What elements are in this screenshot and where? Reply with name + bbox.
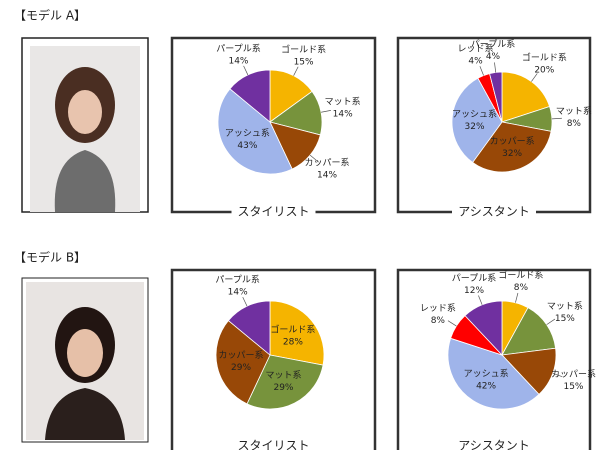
slice-value-label: 4% [486, 52, 501, 62]
slice-value-label: 29% [273, 383, 293, 393]
slice-value-label: 29% [231, 363, 251, 373]
slice-value-label: 12% [464, 286, 484, 296]
chart-title: アシスタント [458, 205, 530, 219]
leader-line [293, 66, 299, 76]
slice-value-label: 15% [563, 382, 583, 392]
pie-slice [217, 88, 293, 175]
pie-slice [451, 77, 503, 164]
slice-value-label: 15% [555, 314, 575, 324]
leader-line [494, 62, 497, 73]
slice-category: アッシュ系 [452, 109, 497, 120]
slice-category: ゴールド系 [270, 324, 315, 336]
slice-category: マット系 [556, 106, 592, 117]
pie-slice [215, 320, 271, 405]
pie-slice [501, 71, 551, 123]
pie-slice [472, 121, 552, 173]
slice-category: カッパー系 [305, 158, 350, 169]
title-background [231, 204, 316, 220]
pie-slice [269, 300, 325, 366]
model-label: 【モデル A】 [14, 8, 86, 23]
pie-slice [464, 300, 503, 357]
slice-value-label: 4% [468, 57, 483, 67]
slice-category: ゴールド系 [281, 44, 326, 56]
model-label: 【モデル B】 [14, 250, 86, 265]
slice-category: マット系 [547, 301, 583, 312]
slice-value-label: 43% [237, 141, 257, 151]
slice-category: レッド系 [457, 44, 493, 55]
slice-category: マット系 [265, 370, 301, 381]
photo [21, 277, 149, 443]
title-background [452, 438, 536, 450]
chart-title: スタイリスト [237, 439, 309, 450]
slice-category: アッシュ系 [225, 128, 270, 139]
slice-value-label: 8% [514, 283, 529, 293]
leader-line [546, 318, 556, 325]
leader-line [515, 292, 519, 303]
slice-category: パープル系 [471, 39, 515, 50]
leader-line [478, 295, 483, 305]
leader-line [552, 372, 563, 378]
title-background [231, 438, 316, 450]
slice-value-label: 32% [465, 122, 485, 132]
slice-category: アッシュ系 [464, 369, 509, 380]
chart-title: スタイリスト [237, 205, 309, 219]
pie-slice [246, 354, 324, 410]
slice-category: マット系 [325, 97, 361, 108]
slice-value-label: 15% [294, 58, 314, 68]
slice-category: パープル系 [452, 273, 496, 284]
title-background [452, 204, 536, 220]
leader-line [551, 117, 562, 120]
slice-category: カッパー系 [551, 369, 596, 380]
pie-slice [501, 307, 557, 356]
pie-slice [269, 69, 313, 123]
slice-category: レッド系 [420, 303, 456, 314]
slice-value-label: 32% [502, 149, 522, 159]
slice-category: カッパー系 [490, 136, 535, 147]
slice-category: パープル系 [215, 275, 259, 286]
leader-line [242, 296, 248, 307]
slice-category: ゴールド系 [498, 269, 543, 281]
slice-value-label: 14% [317, 171, 337, 181]
slice-value-label: 8% [431, 316, 446, 326]
slice-category: カッパー系 [219, 350, 264, 361]
leader-line [321, 110, 331, 113]
slice-value-label: 28% [283, 338, 303, 348]
slice-category: パープル系 [216, 44, 260, 55]
slice-value-label: 14% [228, 288, 248, 298]
slice-category: ゴールド系 [522, 51, 567, 63]
leader-line [531, 73, 538, 82]
slice-value-label: 20% [534, 65, 554, 75]
slice-value-label: 8% [567, 119, 582, 129]
slice-value-label: 42% [476, 382, 496, 392]
leader-line [447, 320, 457, 327]
slice-value-label: 14% [333, 110, 353, 120]
chart-title: アシスタント [458, 439, 530, 450]
photo [21, 37, 149, 213]
pie-slice [447, 337, 540, 410]
slice-value-label: 14% [228, 57, 248, 67]
pie-slice [501, 347, 557, 395]
leader-line [309, 154, 318, 162]
leader-line [479, 66, 484, 76]
leader-line [243, 65, 249, 76]
